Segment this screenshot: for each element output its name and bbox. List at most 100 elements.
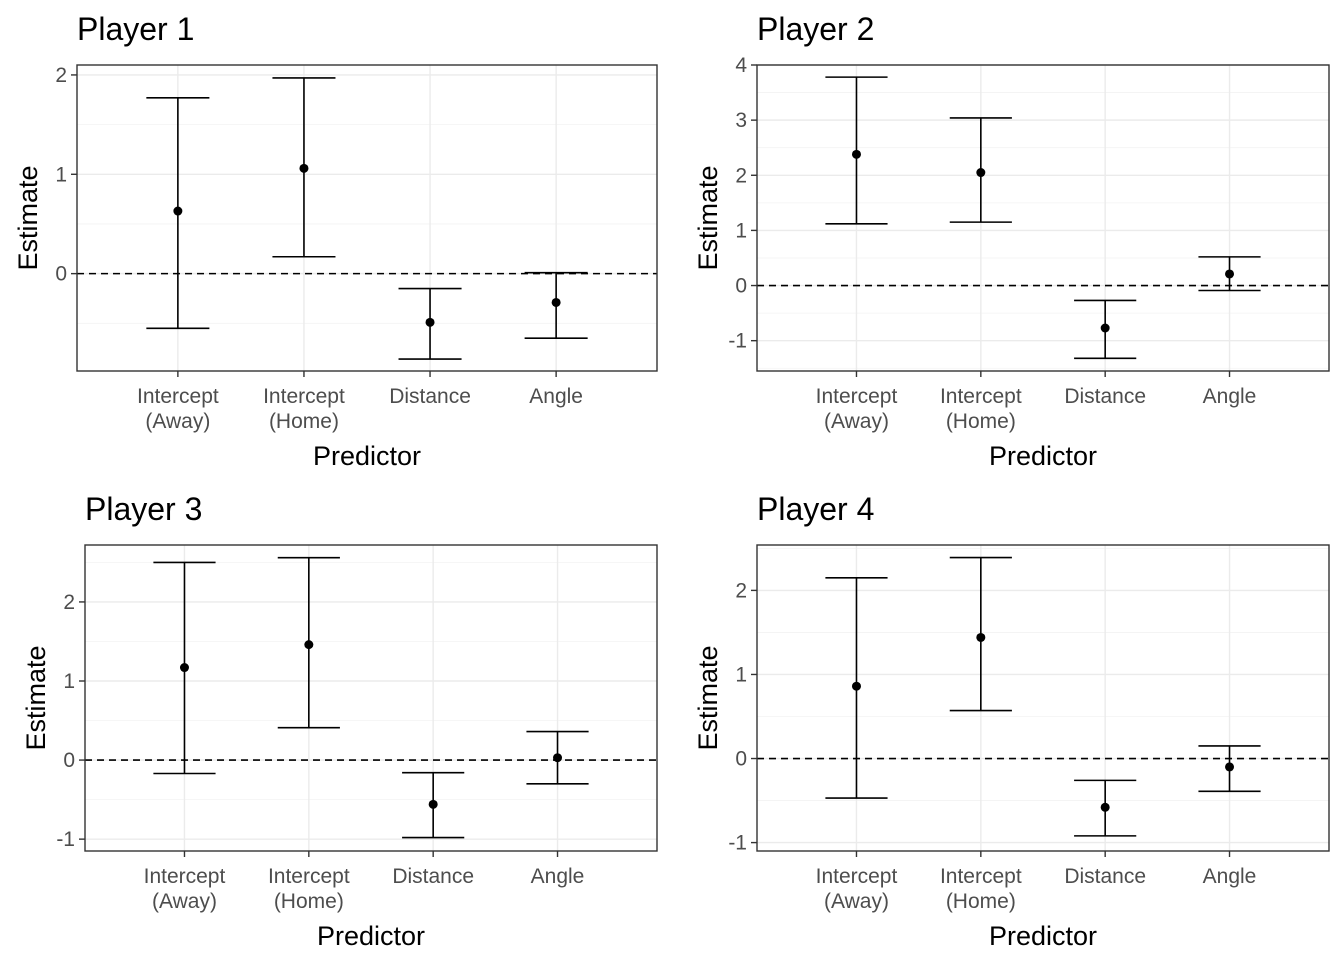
y-axis-title: Estimate: [13, 165, 43, 270]
x-tick-label-line: Intercept: [268, 865, 350, 888]
errorbar-4: [1198, 256, 1261, 292]
x-tick-label: Intercept (Away): [137, 385, 219, 433]
x-tick-label: Intercept (Home): [940, 385, 1022, 433]
y-tick-label: 2: [735, 579, 747, 602]
panel-title: Player 3: [85, 491, 202, 527]
y-tick-label: 0: [55, 263, 67, 286]
panel-title: Player 1: [77, 11, 194, 47]
x-tick-label-line: (Away): [824, 410, 889, 433]
x-tick-label-line: (Away): [824, 890, 889, 913]
errorbar-3: [398, 287, 462, 360]
x-tick-label: Intercept (Away): [816, 865, 898, 913]
x-tick-label-line: (Home): [269, 410, 339, 433]
estimate-point: [1100, 323, 1110, 333]
errorbar-1: [153, 561, 216, 775]
estimate-point: [428, 799, 438, 809]
y-tick-label: 2: [63, 591, 75, 614]
estimate-point: [1225, 762, 1235, 772]
estimate-point: [304, 640, 314, 650]
estimate-point: [851, 681, 861, 691]
y-axis-title: Estimate: [693, 645, 723, 750]
estimate-point: [179, 663, 189, 673]
y-tick-label: 1: [63, 670, 75, 693]
estimate-point: [976, 632, 986, 642]
plot-background: [77, 65, 657, 371]
y-tick-label: 1: [55, 163, 67, 186]
y-axis-title: Estimate: [693, 165, 723, 270]
x-tick-label-line: Distance: [389, 385, 471, 408]
plot-background: [757, 545, 1329, 851]
errorbar-2: [949, 556, 1012, 712]
x-tick-label: Angle: [1203, 865, 1257, 888]
errorbar-3: [1074, 299, 1137, 360]
x-tick-label-line: (Away): [152, 890, 217, 913]
x-tick-label-line: Distance: [1064, 865, 1146, 888]
plot-frame: [756, 64, 1330, 372]
y-tick-label: 2: [735, 164, 747, 187]
estimate-point: [299, 163, 309, 173]
x-tick-label: Distance: [392, 865, 474, 888]
estimate-point: [1225, 269, 1235, 279]
x-tick-label-line: Distance: [392, 865, 474, 888]
x-tick-label: Distance: [1064, 385, 1146, 408]
estimate-point: [851, 149, 861, 159]
y-tick-label: 4: [735, 54, 747, 77]
x-tick-label-line: Intercept: [816, 865, 898, 888]
x-tick-label-line: Distance: [1064, 385, 1146, 408]
errorbar-4: [526, 730, 589, 785]
x-tick-label-line: Intercept: [940, 865, 1022, 888]
x-tick-label-line: Angle: [1203, 385, 1257, 408]
y-tick-label: 1: [735, 219, 747, 242]
errorbar-1: [825, 76, 888, 225]
plot-background: [757, 65, 1329, 371]
panel-title: Player 4: [757, 491, 874, 527]
y-tick-label: -1: [728, 832, 747, 855]
estimate-point: [425, 317, 435, 327]
x-tick-label-line: (Home): [946, 410, 1016, 433]
x-tick-label: Angle: [529, 385, 583, 408]
x-tick-label: Angle: [531, 865, 585, 888]
x-tick-label-line: Intercept: [144, 865, 226, 888]
errorbar-1: [825, 576, 888, 799]
estimate-point: [976, 168, 986, 178]
x-tick-label-line: (Away): [145, 410, 210, 433]
x-tick-label-line: Angle: [529, 385, 583, 408]
x-axis-title: Predictor: [313, 441, 421, 471]
errorbar-2: [272, 77, 336, 258]
estimate-point: [1100, 802, 1110, 812]
estimate-point: [173, 206, 183, 216]
x-axis-title: Predictor: [989, 441, 1097, 471]
x-tick-label-line: Angle: [1203, 865, 1257, 888]
y-tick-label: 1: [735, 663, 747, 686]
x-tick-label-line: Intercept: [940, 385, 1022, 408]
y-axis-title: Estimate: [21, 645, 51, 750]
y-tick-label: -1: [56, 828, 75, 851]
x-tick-label-line: Intercept: [263, 385, 345, 408]
y-tick-label: 2: [55, 64, 67, 87]
x-tick-label-line: Intercept: [137, 385, 219, 408]
x-tick-label: Distance: [1064, 865, 1146, 888]
x-tick-label-line: (Home): [274, 890, 344, 913]
plot-frame: [76, 64, 658, 372]
x-tick-label: Angle: [1203, 385, 1257, 408]
errorbar-3: [402, 771, 465, 839]
estimate-point: [553, 753, 563, 763]
y-tick-label: 0: [63, 749, 75, 772]
errorbar-2: [949, 117, 1012, 223]
plot-frame: [84, 544, 658, 852]
plot-frame: [756, 544, 1330, 852]
x-tick-label: Intercept (Home): [263, 385, 345, 433]
x-axis-title: Predictor: [317, 921, 425, 951]
errorbar-2: [277, 556, 340, 729]
errorbar-4: [1198, 745, 1261, 793]
plot-background: [85, 545, 657, 851]
y-tick-label: 0: [735, 748, 747, 771]
x-tick-label: Distance: [389, 385, 471, 408]
y-tick-label: -1: [728, 330, 747, 353]
x-tick-label-line: Intercept: [816, 385, 898, 408]
